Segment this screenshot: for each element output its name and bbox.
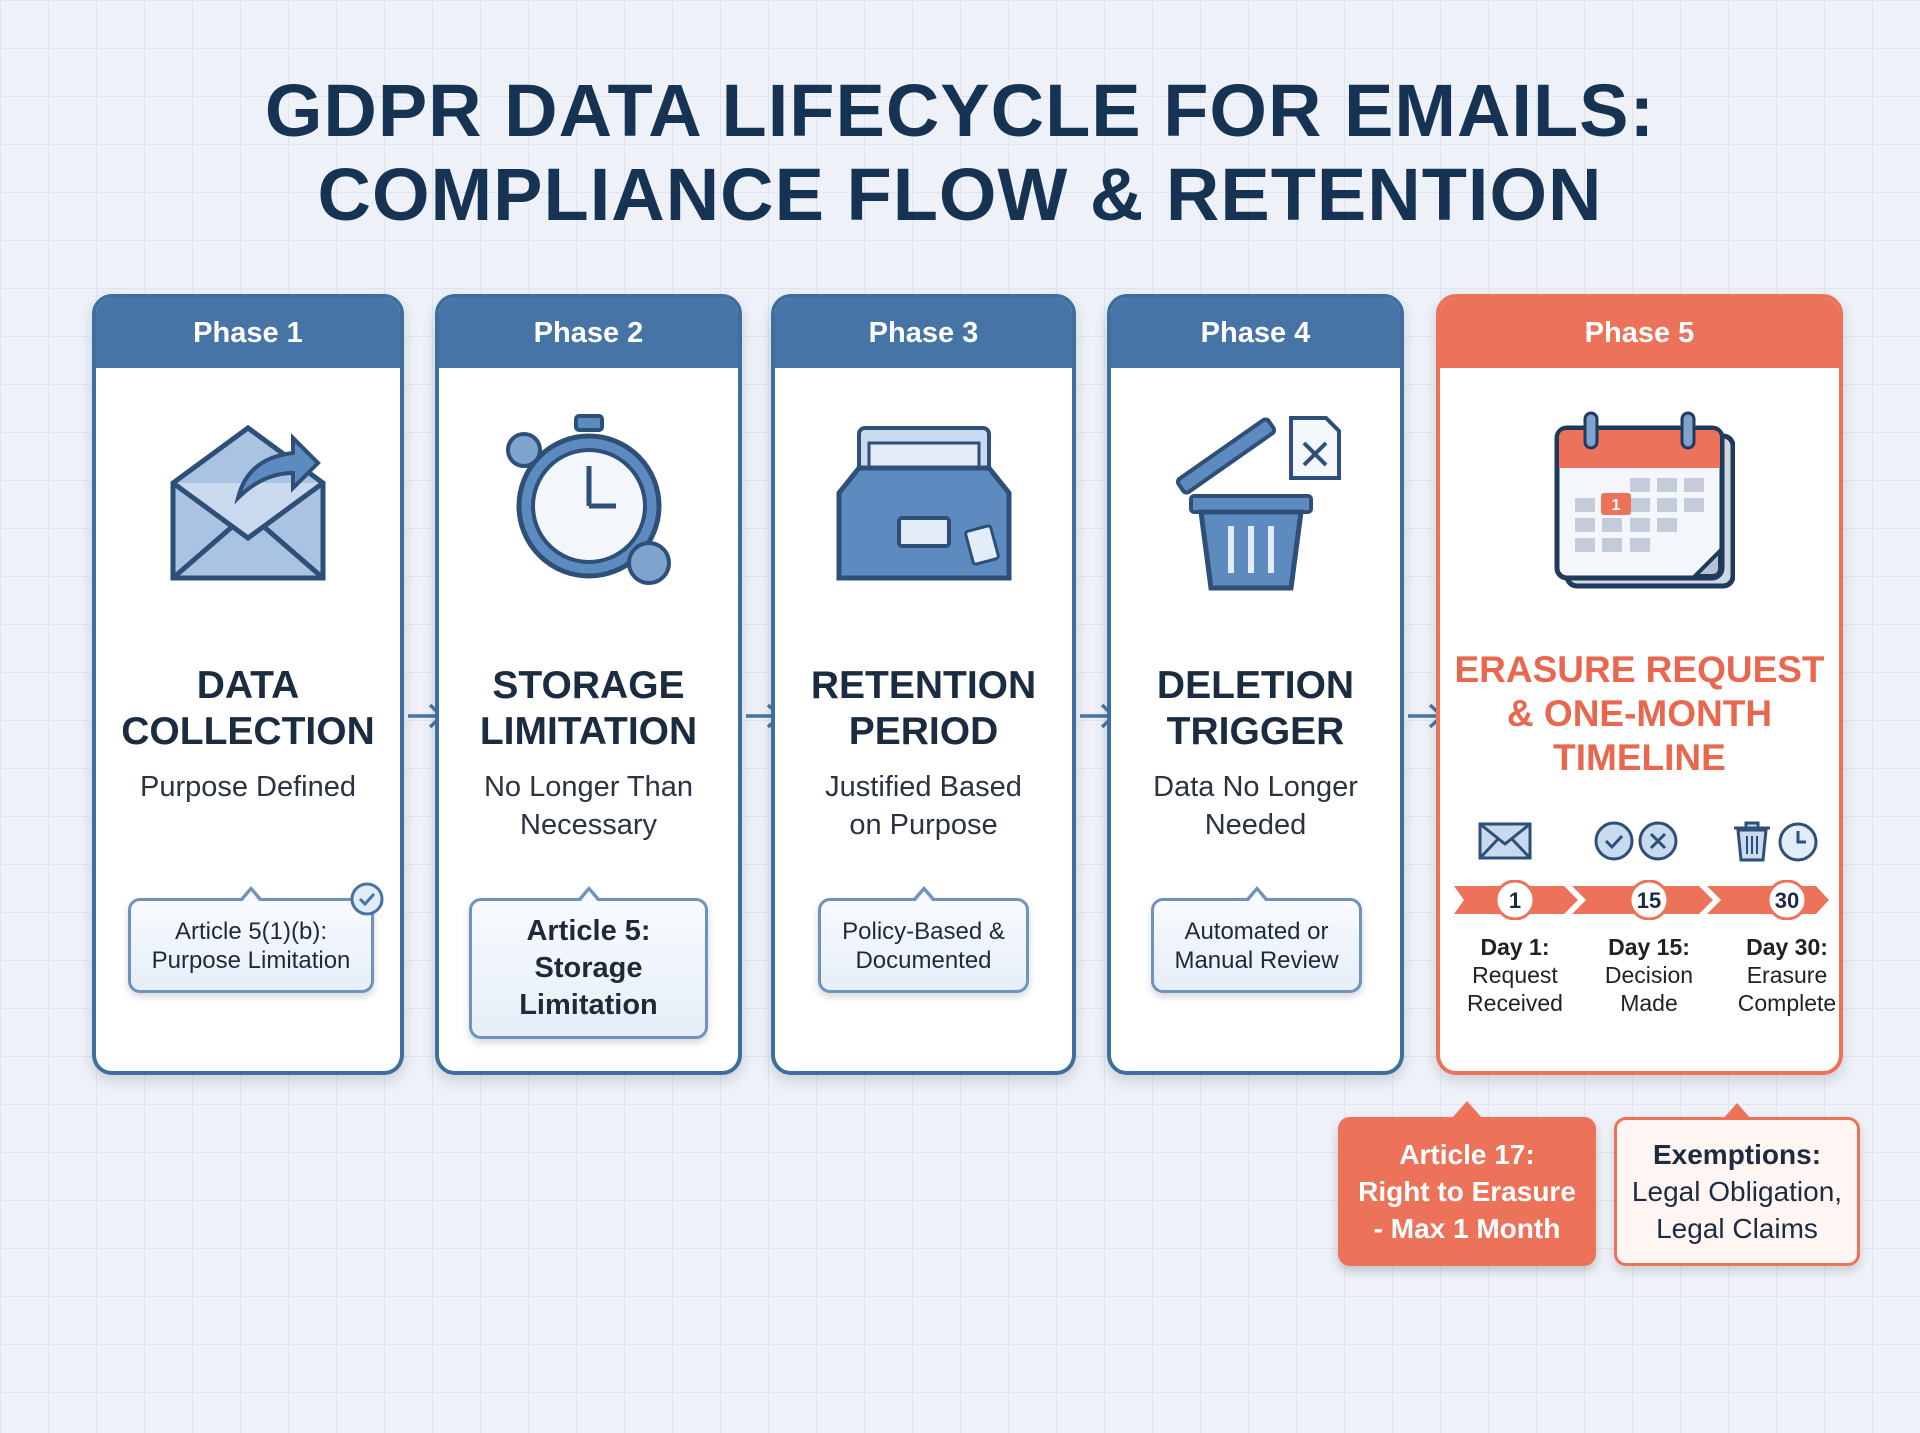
exemptions-note: Exemptions: Legal Obligation, Legal Claims <box>1614 1103 1860 1266</box>
calendar-icon: 1 <box>1554 411 1735 589</box>
review-callout: Automated or Manual Review <box>1151 886 1362 993</box>
phase-label: Phase 3 <box>775 298 1072 368</box>
file-drawer-icon <box>836 426 1011 581</box>
stopwatch-gears-icon <box>505 414 671 585</box>
phase-label: Phase 1 <box>96 298 400 368</box>
phase-label: Phase 5 <box>1440 298 1839 368</box>
check-circle-icon <box>350 882 384 916</box>
article-17-note: Article 17: Right to Erasure - Max 1 Month <box>1338 1101 1596 1266</box>
phase-subtitle: No Longer Than Necessary <box>483 771 694 841</box>
phase-4-card: Phase 4 DELETION TRIGGER Data No Longer Ne… <box>1107 294 1404 1075</box>
timeline-step: Day 1: Request Received <box>1467 934 1563 1016</box>
phase-1-card: Phase 1 DATA COLLECTION Purpose Defined A… <box>92 294 404 1075</box>
phase-title: ERASURE REQUEST & ONE-MONTH TIMELINE <box>1454 649 1825 778</box>
svg-text:1: 1 <box>1611 497 1620 514</box>
phase-title: STORAGE LIMITATION <box>479 664 698 753</box>
phase-title: DELETION TRIGGER <box>1156 664 1355 753</box>
envelope-arrow-icon <box>170 424 326 581</box>
timeline-step: Day 15: Decision Made <box>1604 934 1694 1016</box>
trash-can-icon <box>1175 416 1341 591</box>
policy-callout: Policy-Based & Documented <box>818 886 1029 993</box>
article-callout: Article 5: Storage Limitation <box>469 886 708 1039</box>
check-and-cross-icon <box>1594 821 1678 861</box>
phase-2-card: Phase 2 STORAGE LIMITATION No Longer Than… <box>435 294 742 1075</box>
phase-label: Phase 2 <box>439 298 738 368</box>
title-line-2: COMPLIANCE FLOW & RETENTION <box>317 153 1603 236</box>
step-number: 15 <box>1637 888 1661 913</box>
timeline-step: Day 30: Erasure Complete <box>1737 934 1837 1016</box>
step-number: 1 <box>1509 888 1521 913</box>
phase-3-card: Phase 3 RETENTION PERIOD Justified Based o… <box>771 294 1076 1075</box>
phase-subtitle: Purpose Defined <box>139 771 357 803</box>
timeline-ribbon: 1 15 30 <box>1454 880 1829 920</box>
step-number: 30 <box>1775 888 1799 913</box>
envelope-icon <box>1478 822 1532 860</box>
phase-subtitle: Data No Longer Needed <box>1153 771 1358 841</box>
title-line-1: GDPR DATA LIFECYCLE FOR EMAILS: <box>264 69 1656 152</box>
trash-and-clock-icon <box>1734 821 1818 862</box>
phase-label: Phase 4 <box>1111 298 1400 368</box>
article-callout: Article 5(1)(b): Purpose Limitation <box>128 882 384 993</box>
phase-5-card: Phase 5 1 ERASURE REQUEST & ONE-MONTH TIME… <box>1436 294 1843 1075</box>
phase-title: DATA COLLECTION <box>121 664 375 753</box>
phase-subtitle: Justified Based on Purpose <box>825 771 1022 841</box>
phase-title: RETENTION PERIOD <box>810 664 1037 753</box>
